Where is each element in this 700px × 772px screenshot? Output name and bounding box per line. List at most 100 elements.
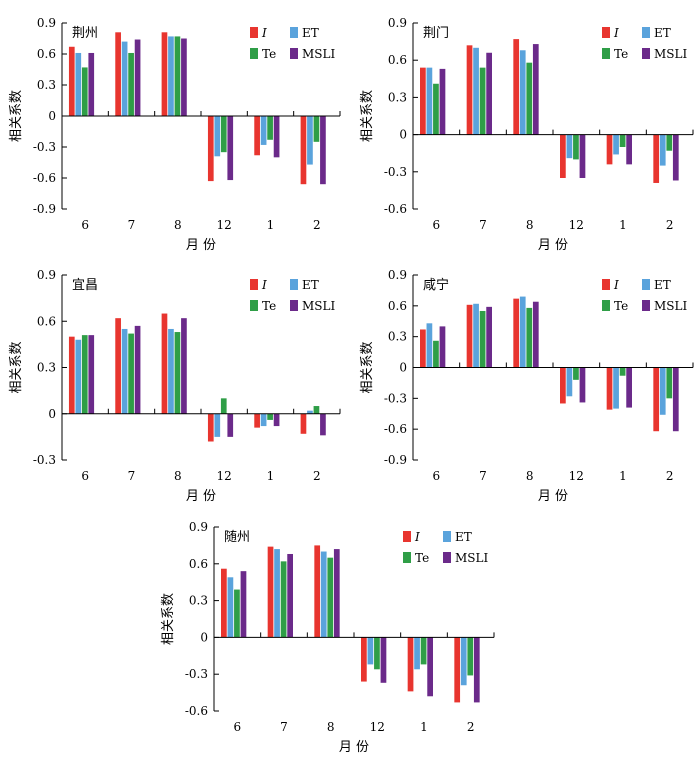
legend-swatch-msli (642, 300, 650, 311)
y-tick-label: -0.6 (185, 704, 208, 718)
legend-label-et: ET (654, 278, 671, 292)
bar-i-8 (314, 545, 321, 638)
bar-et-7 (121, 328, 128, 414)
bar-i-7 (466, 45, 473, 135)
legend-swatch-te (250, 300, 258, 311)
bar-te-2 (666, 134, 673, 151)
bar-i-12 (560, 134, 566, 178)
bar-te-6 (234, 589, 240, 638)
y-axis-title: 相关系数 (360, 341, 375, 393)
bar-i-2 (653, 367, 660, 432)
bar-et-6 (75, 339, 82, 414)
bar-et-1 (414, 637, 420, 670)
legend-label-i: I (414, 530, 420, 544)
x-tick-label: 7 (280, 720, 288, 734)
x-tick-label: 12 (370, 720, 385, 734)
bar-msli-6 (439, 68, 446, 135)
bar-msli-12 (227, 116, 234, 181)
bar-et-7 (473, 303, 479, 368)
legend-label-te: Te (262, 47, 276, 61)
bar-te-12 (220, 116, 227, 153)
x-tick-label: 12 (569, 218, 584, 232)
bar-te-7 (128, 333, 134, 414)
bar-et-1 (613, 134, 619, 155)
bar-i-6 (221, 568, 227, 638)
bar-i-7 (466, 304, 473, 368)
y-axis-title: 相关系数 (9, 90, 24, 142)
bar-i-1 (606, 367, 613, 410)
y-tick-label: 0.9 (388, 16, 407, 30)
bar-et-1 (613, 367, 619, 409)
legend-swatch-et (443, 531, 451, 542)
legend-label-msli: MSLI (654, 47, 687, 61)
panel-title: 荆州 (72, 25, 98, 41)
y-axis-title: 相关系数 (161, 593, 176, 645)
bar-i-6 (68, 46, 75, 116)
bar-te-7 (280, 561, 287, 638)
x-tick-label: 1 (267, 469, 275, 483)
legend-label-te: Te (614, 299, 628, 313)
y-tick-label: 0.6 (189, 557, 208, 571)
legend-label-i: I (613, 26, 619, 40)
bar-msli-2 (320, 116, 326, 185)
legend-label-msli: MSLI (302, 47, 335, 61)
bar-msli-1 (626, 367, 632, 408)
bar-et-12 (566, 367, 573, 397)
legend-swatch-msli (290, 48, 298, 59)
x-tick-label: 2 (313, 218, 321, 232)
x-tick-label: 12 (217, 218, 232, 232)
bar-msli-6 (240, 571, 247, 638)
bar-i-6 (420, 329, 426, 368)
legend-swatch-i (602, 279, 610, 290)
bar-et-8 (168, 36, 174, 116)
legend-label-et: ET (654, 26, 671, 40)
bar-et-2 (307, 410, 313, 414)
bar-te-2 (313, 406, 320, 414)
bar-i-12 (207, 413, 214, 442)
y-tick-label: 0.6 (388, 53, 407, 67)
legend-label-i: I (261, 26, 267, 40)
bar-msli-12 (227, 413, 234, 437)
bar-msli-2 (672, 134, 679, 181)
bar-msli-7 (486, 52, 492, 135)
y-tick-label: 0.3 (189, 594, 208, 608)
bar-msli-7 (134, 39, 141, 116)
bar-msli-6 (439, 326, 446, 368)
x-axis-title: 月 份 (339, 740, 369, 755)
legend-swatch-et (642, 27, 650, 38)
x-tick-label: 7 (479, 218, 487, 232)
bar-i-2 (454, 637, 461, 703)
bar-msli-7 (134, 325, 141, 414)
bar-et-8 (519, 50, 526, 135)
bar-msli-2 (473, 637, 480, 703)
bar-msli-8 (333, 549, 340, 638)
x-tick-label: 6 (81, 218, 89, 232)
y-tick-label: -0.9 (33, 202, 56, 216)
bar-i-2 (300, 413, 307, 434)
bar-et-2 (659, 134, 666, 166)
x-tick-label: 8 (526, 218, 534, 232)
bar-i-7 (267, 546, 274, 638)
legend-swatch-i (250, 279, 258, 290)
bar-msli-7 (486, 306, 492, 368)
bar-te-6 (433, 340, 439, 368)
y-tick-label: -0.3 (185, 667, 208, 681)
y-axis-title: 相关系数 (9, 341, 24, 393)
bar-te-12 (573, 367, 579, 380)
bar-msli-2 (320, 413, 326, 436)
y-tick-label: -0.3 (33, 140, 56, 154)
x-tick-label: 6 (432, 218, 440, 232)
legend-label-et: ET (302, 26, 319, 40)
bar-msli-8 (181, 38, 187, 116)
bar-et-8 (519, 296, 526, 368)
legend-label-et: ET (302, 278, 319, 292)
bar-i-12 (207, 116, 214, 182)
legend-swatch-i (403, 531, 411, 542)
legend-label-te: Te (262, 299, 276, 313)
bar-msli-8 (532, 301, 539, 368)
bar-i-12 (361, 637, 367, 682)
legend-label-i: I (261, 278, 267, 292)
bar-te-12 (573, 134, 579, 160)
bar-et-1 (260, 116, 267, 145)
bar-et-2 (460, 637, 467, 686)
